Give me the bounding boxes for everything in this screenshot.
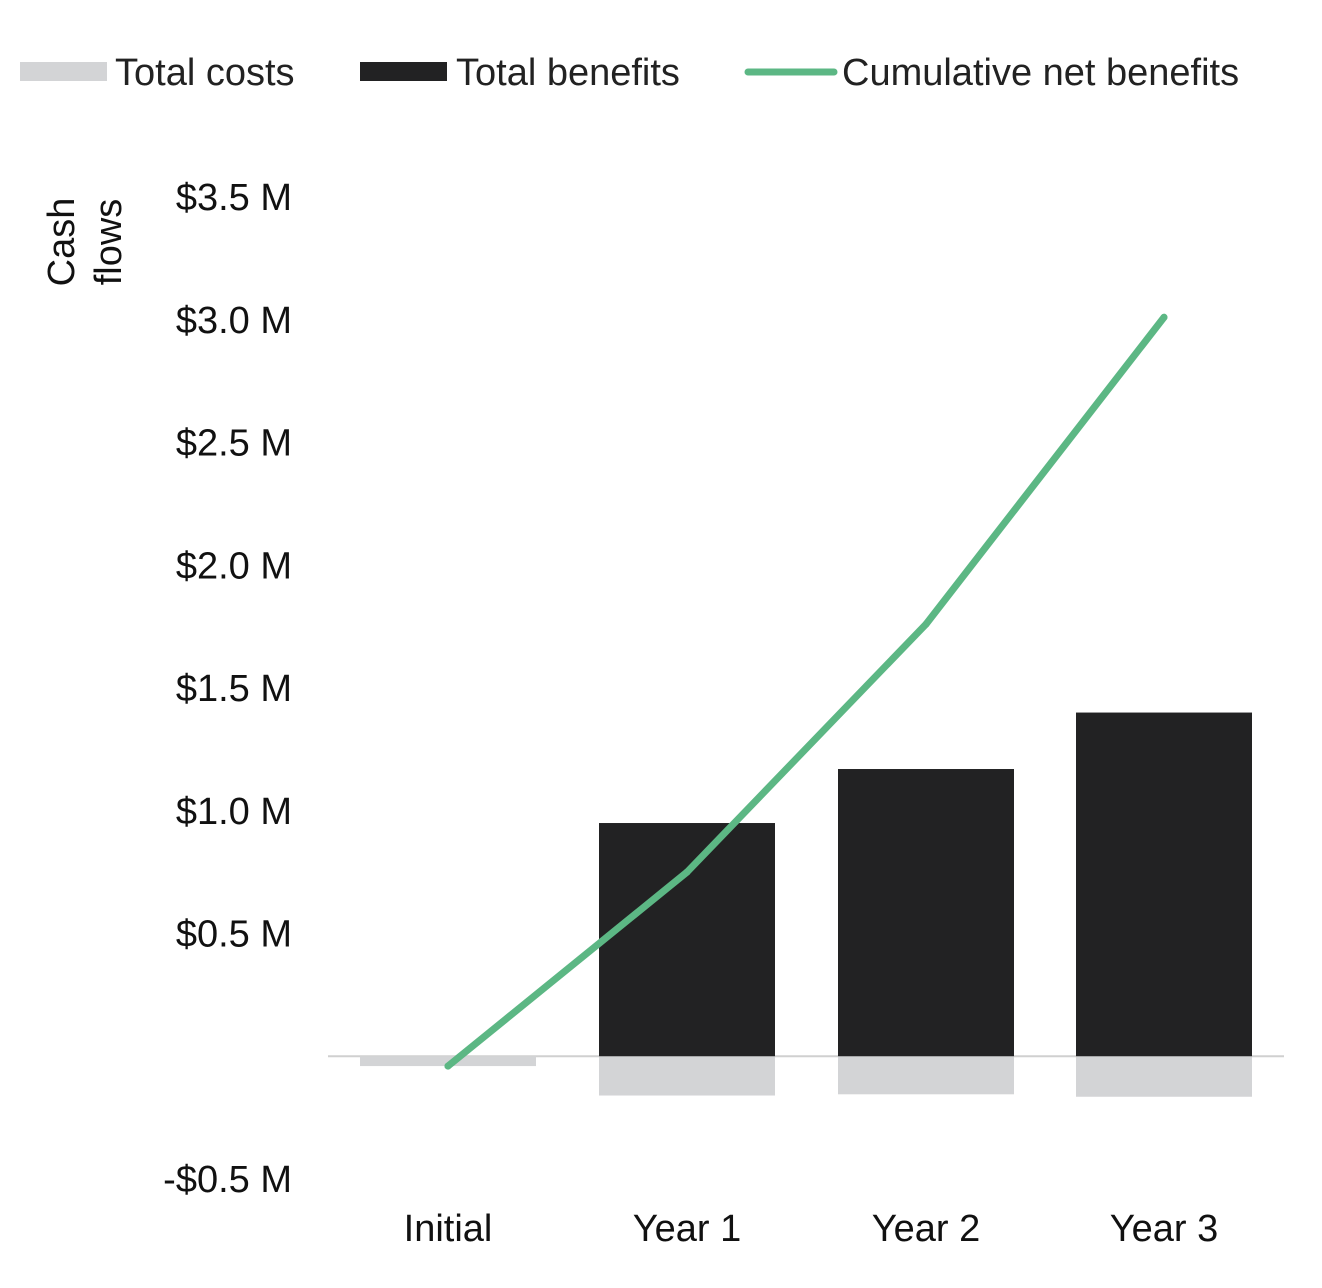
y-tick-label: -$0.5 M	[163, 1159, 292, 1201]
point-cumulative-net-benefits-initial	[444, 1062, 452, 1070]
y-axis-title-line-2: flows	[88, 199, 130, 286]
bar-marks	[360, 712, 1252, 1097]
line-series	[444, 313, 1168, 1070]
legend-label-total-costs: Total costs	[115, 52, 295, 94]
y-tick-label: $1.5 M	[176, 668, 292, 710]
bar-total-benefits-year-2	[838, 769, 1014, 1057]
legend-item-cumulative-net-benefits: Cumulative net benefits	[744, 52, 1239, 94]
x-tick-label-year-1: Year 1	[633, 1208, 741, 1250]
bar-total-costs-year-3	[1076, 1056, 1252, 1097]
legend-label-cumulative-net-benefits: Cumulative net benefits	[842, 52, 1239, 94]
y-tick-label: $0.5 M	[176, 914, 292, 956]
legend: Total costs Total benefits Cumulative ne…	[20, 52, 1239, 94]
legend-swatch-total-costs	[20, 62, 107, 81]
y-tick-label: $3.5 M	[176, 177, 292, 219]
bar-total-costs-initial	[360, 1056, 536, 1067]
x-tick-label-initial: Initial	[404, 1208, 493, 1250]
x-tick-label-year-3: Year 3	[1110, 1208, 1218, 1250]
y-axis-ticks: $3.5 M $3.0 M $2.5 M $2.0 M $1.5 M $1.0 M $0.5…	[163, 177, 292, 1201]
bar-total-costs-year-2	[838, 1056, 1014, 1095]
y-tick-label: $1.0 M	[176, 791, 292, 833]
x-tick-label-year-2: Year 2	[872, 1208, 980, 1250]
bar-total-costs-year-1	[599, 1056, 775, 1096]
legend-item-total-costs: Total costs	[20, 52, 295, 94]
x-axis-ticks: Initial Year 1 Year 2 Year 3	[404, 1208, 1219, 1250]
y-axis-title: Cash flows	[41, 198, 130, 287]
y-axis-title-line-1: Cash	[41, 198, 83, 287]
bar-total-benefits-year-1	[599, 823, 775, 1057]
point-cumulative-net-benefits-year-3	[1160, 313, 1168, 321]
bar-total-benefits-year-3	[1076, 712, 1252, 1057]
point-cumulative-net-benefits-year-1	[683, 868, 691, 876]
legend-swatch-total-benefits	[360, 62, 447, 81]
y-tick-label: $2.5 M	[176, 423, 292, 465]
y-tick-label: $3.0 M	[176, 300, 292, 342]
line-cumulative-net-benefits	[444, 313, 1168, 1070]
y-tick-label: $2.0 M	[176, 545, 292, 587]
legend-item-total-benefits: Total benefits	[360, 52, 680, 94]
point-cumulative-net-benefits-year-2	[922, 620, 930, 628]
legend-label-total-benefits: Total benefits	[456, 52, 680, 94]
